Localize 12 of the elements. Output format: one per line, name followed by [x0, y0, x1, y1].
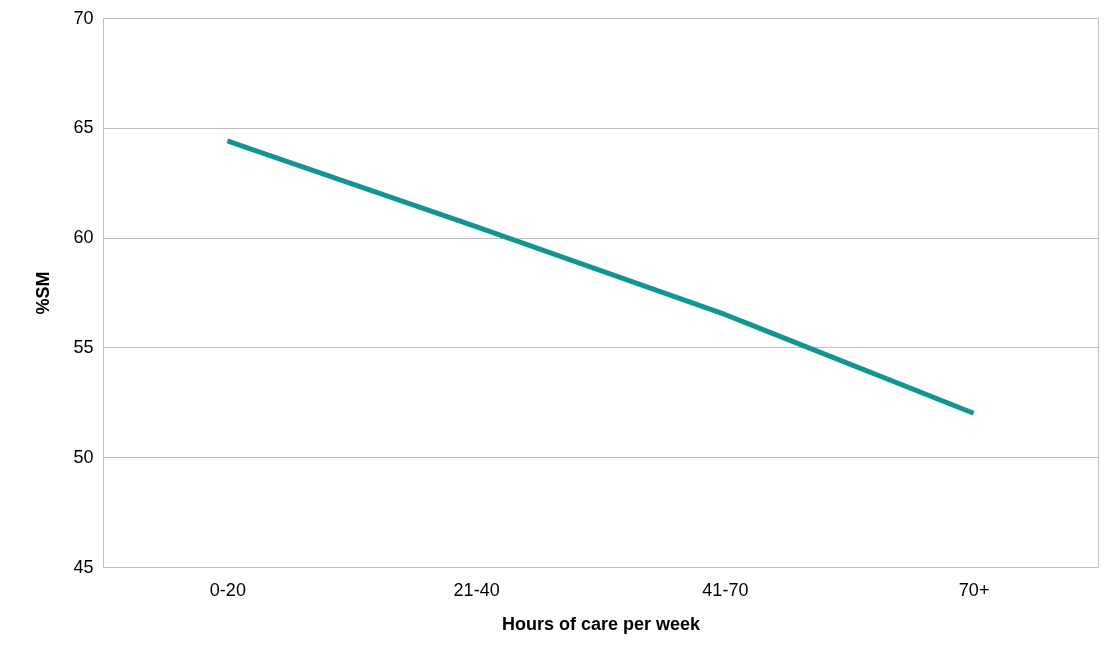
y-tick-label: 50 [73, 446, 94, 467]
y-tick-label: 60 [73, 227, 94, 248]
y-tick-label: 65 [73, 117, 94, 138]
x-tick-label: 0-20 [209, 579, 246, 600]
x-tick-label: 21-40 [453, 579, 500, 600]
x-tick-label: 41-70 [702, 579, 749, 600]
x-axis-title: Hours of care per week [501, 613, 702, 634]
y-axis-title: %SM [33, 271, 54, 315]
x-tick-label: 70+ [958, 579, 990, 600]
y-tick-label: 55 [73, 336, 94, 357]
y-tick-label: 45 [73, 556, 94, 577]
y-tick-label: 70 [73, 7, 94, 28]
